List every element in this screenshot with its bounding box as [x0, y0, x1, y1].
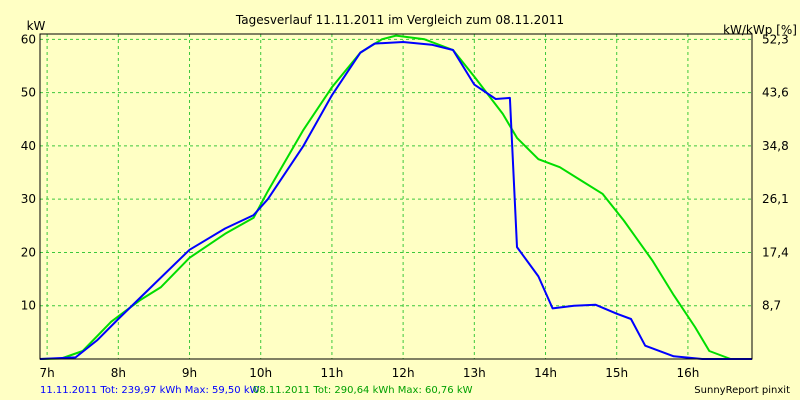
- y-tick-label-left: 20: [21, 245, 36, 259]
- x-tick-label: 7h: [39, 366, 54, 380]
- y-tick-label-left: 50: [21, 86, 36, 100]
- y-tick-label-left: 10: [21, 299, 36, 313]
- chart-title: Tagesverlauf 11.11.2011 im Vergleich zum…: [235, 13, 564, 27]
- y-tick-label-left: 40: [21, 139, 36, 153]
- x-tick-label: 12h: [392, 366, 415, 380]
- y-tick-label-left: 60: [21, 32, 36, 46]
- x-tick-label: 16h: [676, 366, 699, 380]
- x-tick-label: 9h: [182, 366, 197, 380]
- footer-series1: 11.11.2011 Tot: 239,97 kWh Max: 59,50 kW: [40, 385, 260, 396]
- y-tick-label-right: 52,3: [762, 32, 789, 46]
- x-tick-label: 14h: [534, 366, 557, 380]
- plot-frame: [39, 33, 753, 360]
- y-tick-label-right: 8,7: [762, 299, 781, 313]
- y-tick-label-right: 26,1: [762, 192, 789, 206]
- footer-credit: SunnyReport pinxit: [694, 385, 790, 396]
- x-tick-label: 10h: [249, 366, 272, 380]
- y-tick-label-left: 30: [21, 192, 36, 206]
- x-tick-label: 8h: [111, 366, 126, 380]
- y-tick-label-right: 17,4: [762, 245, 789, 259]
- x-tick-label: 13h: [463, 366, 486, 380]
- y-tick-label-right: 34,8: [762, 139, 789, 153]
- y-tick-label-right: 43,6: [762, 86, 789, 100]
- left-axis-unit: kW: [27, 19, 46, 33]
- grid: [40, 34, 752, 359]
- tick-labels: 7h 8h 9h 10h 11h 12h 13h 14h 15h 16h 60 52,3 50 43,6 4…: [21, 32, 789, 380]
- series-layer: [39, 34, 752, 360]
- footer-series2: 08.11.2011 Tot: 290,64 kWh Max: 60,76 kW: [253, 385, 473, 396]
- x-tick-label: 15h: [605, 366, 628, 380]
- series-line-1: [39, 41, 752, 360]
- series-line-2: [39, 34, 752, 360]
- x-tick-label: 11h: [320, 366, 343, 380]
